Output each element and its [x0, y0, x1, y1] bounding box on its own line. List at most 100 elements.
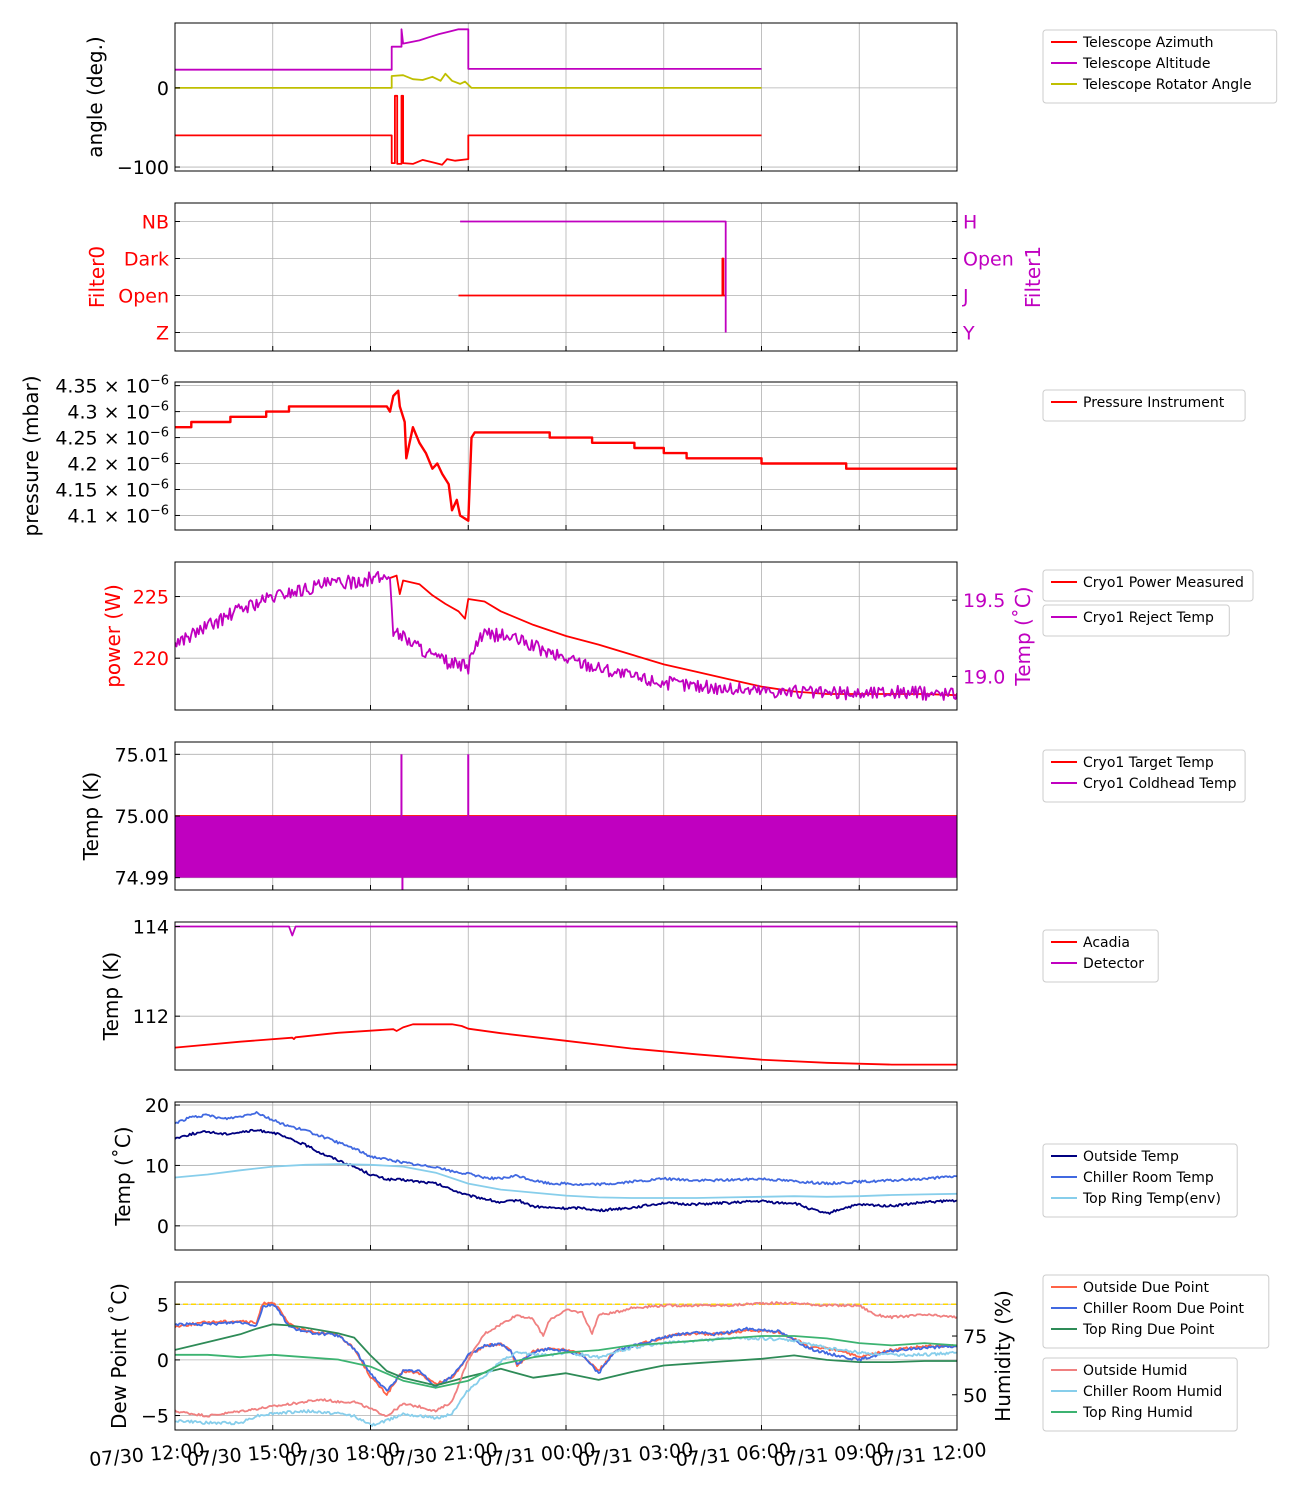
y-axis-label: Temp (K): [79, 772, 103, 861]
plot-area-cryo_temp: [175, 754, 957, 890]
y-tick-label: 225: [133, 587, 169, 609]
legend-entry: Detector: [1083, 956, 1144, 972]
y-tick-label: 0: [157, 1350, 169, 1372]
y-tick-label: −5: [141, 1406, 169, 1428]
legend-env_temp: Outside Temp Chiller Room Temp Top Ring Te…: [1042, 1143, 1238, 1218]
y-tick-label-right: H: [963, 212, 977, 234]
legend-box: [1042, 569, 1254, 602]
legend-entry: Acadia: [1083, 935, 1130, 951]
y-axis-label: Dew Point (˚C): [107, 1283, 131, 1429]
plot-area-filters: [458, 220, 727, 333]
legend-cryo_power_b: Cryo1 Reject Temp: [1042, 604, 1230, 637]
panel-pressure: 4.35 × 10−64.3 × 10−64.25 × 10−64.2 × 10…: [19, 374, 958, 537]
legend-box: [1042, 749, 1246, 803]
y-tick-label: 4.3 × 10−6: [67, 400, 169, 424]
y-tick-label: 4.25 × 10−6: [55, 426, 169, 450]
legend-entry: Chiller Room Temp: [1083, 1170, 1214, 1186]
legend-box: [1042, 1357, 1238, 1432]
legend-entry: Cryo1 Target Temp: [1083, 755, 1214, 771]
y-tick-label: 114: [133, 916, 169, 938]
series-line-0: [175, 1128, 957, 1215]
y-axis-label: angle (deg.): [83, 36, 107, 158]
y-tick-label: NB: [142, 212, 169, 234]
y-tick-label: Z: [156, 323, 169, 345]
y-tick-label-right: 19.0: [963, 666, 1005, 688]
series-line-0: [175, 94, 762, 166]
legend-entry: Chiller Room Due Point: [1083, 1301, 1244, 1317]
y-axis-label: Filter0: [85, 246, 109, 308]
legend-box: [1042, 604, 1230, 637]
legend-box: [1042, 1143, 1238, 1218]
legend-entry: Top Ring Humid: [1082, 1405, 1193, 1421]
series-line-0: [389, 574, 957, 697]
panel-cryo_power: 225 220 19.5 19.0 power (W) Temp (˚C): [101, 561, 1035, 711]
plot-area-env_temp: [175, 1111, 957, 1215]
y-axis-label-right: Filter1: [1021, 246, 1045, 308]
legend-entry: Outside Temp: [1083, 1149, 1179, 1165]
y-tick-label: 75.01: [115, 744, 169, 766]
legend-entry: Outside Due Point: [1083, 1280, 1210, 1296]
y-tick-label: 4.35 × 10−6: [55, 374, 169, 398]
legend-cryo_temp: Cryo1 Target Temp Cryo1 Coldhead Temp: [1042, 749, 1246, 803]
y-tick-label-right: J: [962, 286, 969, 308]
y-tick-label-right: 75: [963, 1326, 987, 1348]
panel-telescope: 0 −100 angle (deg.): [83, 22, 958, 179]
series-line-1: [175, 925, 957, 937]
y-tick-label: 4.2 × 10−6: [67, 452, 169, 476]
legend-entry: Top Ring Due Point: [1082, 1322, 1215, 1338]
y-tick-label: 220: [133, 648, 169, 670]
legend-entry: Cryo1 Coldhead Temp: [1083, 776, 1237, 792]
legend-entry: Telescope Rotator Angle: [1082, 77, 1252, 93]
plot-area-acadia_detector: [175, 925, 957, 1066]
panel-acadia_detector: 114 112 Temp (K): [99, 916, 958, 1071]
legend-box: [1042, 29, 1278, 104]
legend-entry: Telescope Altitude: [1082, 56, 1211, 72]
legend-entry: Chiller Room Humid: [1083, 1384, 1222, 1400]
legend-telescope: Telescope Azimuth Telescope Altitude Teles…: [1042, 29, 1278, 104]
legend-acadia_detector: Acadia Detector: [1042, 929, 1159, 983]
series-line-1: [175, 570, 957, 701]
y-tick-label: 20: [145, 1095, 169, 1117]
y-tick-label: 0: [157, 1216, 169, 1238]
series-line-0: [458, 257, 726, 297]
legend-dewpoint_b: Outside Humid Chiller Room Humid Top Ring …: [1042, 1357, 1238, 1432]
y-tick-label: 74.99: [115, 868, 169, 890]
y-axis-label: Temp (K): [99, 952, 123, 1041]
y-tick-label: 10: [145, 1155, 169, 1177]
y-axis-label: Temp (˚C): [111, 1126, 135, 1226]
y-axis-label-right: Humidity (%): [991, 1290, 1015, 1422]
legend-entry: Top Ring Temp(env): [1082, 1191, 1221, 1207]
y-tick-label-right: 19.5: [963, 590, 1005, 612]
plot-area-dewpoint: [175, 1301, 957, 1427]
y-tick-label-right: Open: [963, 249, 1014, 271]
plot-area-cryo_power: [175, 570, 957, 701]
y-tick-label: 0: [157, 78, 169, 100]
y-tick-label: 112: [133, 1006, 169, 1028]
y-tick-label: 5: [157, 1294, 169, 1316]
y-tick-label-right: 50: [963, 1385, 987, 1407]
panel-filters: NB Dark Open Z H Open JY Filter0 Filter1: [85, 202, 1045, 352]
y-tick-label: 75.00: [115, 806, 169, 828]
series-line-0: [175, 1023, 957, 1066]
y-tick-label: Open: [118, 286, 169, 308]
series-line-2: [175, 72, 762, 89]
series-band-1: [175, 816, 957, 878]
legend-cryo_power_a: Cryo1 Power Measured: [1042, 569, 1254, 602]
legend-entry: Telescope Azimuth: [1082, 35, 1213, 51]
y-tick-label: Dark: [124, 249, 169, 271]
y-tick-label: −100: [117, 157, 169, 179]
legend-pressure: Pressure Instrument: [1042, 389, 1246, 422]
series-line-2: [175, 1163, 957, 1199]
legend-box: [1042, 1274, 1270, 1349]
legend-entry: Cryo1 Reject Temp: [1083, 610, 1214, 626]
series-line-0: [175, 389, 957, 522]
series-line-1: [175, 28, 762, 71]
legend-entry: Pressure Instrument: [1083, 395, 1225, 411]
plot-area-pressure: [175, 389, 957, 522]
legend-entry: Outside Humid: [1083, 1363, 1187, 1379]
panel-env_temp: 20 10 0 Temp (˚C): [111, 1095, 958, 1251]
y-tick-label-right: Y: [962, 323, 975, 345]
legend-box: [1042, 389, 1246, 422]
series-line-1: [175, 1111, 957, 1187]
